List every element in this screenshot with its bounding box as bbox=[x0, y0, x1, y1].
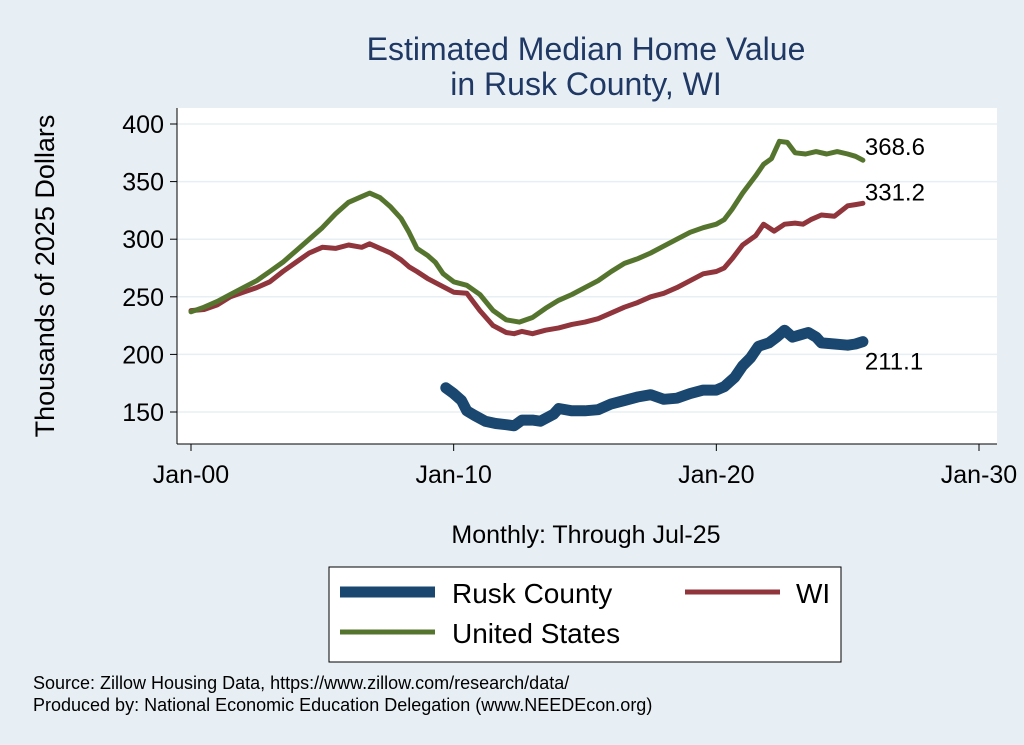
series-line-united-states bbox=[188, 138, 866, 325]
y-tick-label: 350 bbox=[122, 169, 164, 197]
series-lines bbox=[188, 138, 869, 432]
x-tick-label: Jan-30 bbox=[941, 461, 1017, 489]
produced-note: Produced by: National Economic Education… bbox=[33, 695, 652, 715]
x-tick-label: Jan-20 bbox=[678, 461, 754, 489]
y-tick-label: 200 bbox=[122, 341, 164, 369]
plot-area bbox=[177, 108, 997, 444]
gridlines bbox=[177, 123, 997, 413]
series-line-rusk-county bbox=[440, 324, 869, 432]
x-tick-label: Jan-00 bbox=[153, 461, 229, 489]
legend: Rusk County WI United States bbox=[328, 566, 842, 663]
source-note: Source: Zillow Housing Data, https://www… bbox=[33, 673, 569, 693]
y-axis-title: Thousands of 2025 Dollars bbox=[30, 115, 60, 438]
x-axis-title: Monthly: Through Jul-25 bbox=[451, 521, 720, 549]
legend-label-rusk-county: Rusk County bbox=[452, 578, 612, 609]
x-tick-label: Jan-10 bbox=[415, 461, 491, 489]
y-axis: 150 200 250 300 350 400 bbox=[122, 108, 178, 444]
series-line-wi bbox=[188, 200, 866, 337]
end-label-wi: 331.2 bbox=[865, 179, 925, 206]
end-labels: 211.1 331.2 368.6 bbox=[865, 134, 925, 375]
y-tick-label: 400 bbox=[122, 111, 164, 139]
x-axis: Jan-00 Jan-10 Jan-20 Jan-30 bbox=[153, 443, 1017, 489]
end-label-rusk-county: 211.1 bbox=[865, 349, 923, 376]
chart-title-line-2: in Rusk County, WI bbox=[450, 66, 721, 102]
y-tick-label: 250 bbox=[122, 284, 164, 312]
legend-label-wi: WI bbox=[796, 578, 830, 609]
legend-label-united-states: United States bbox=[452, 618, 620, 649]
y-tick-label: 300 bbox=[122, 226, 164, 254]
end-label-united-states: 368.6 bbox=[865, 134, 925, 161]
chart-title-line-1: Estimated Median Home Value bbox=[367, 31, 806, 67]
y-tick-label: 150 bbox=[122, 399, 164, 427]
legend-box bbox=[328, 566, 842, 663]
